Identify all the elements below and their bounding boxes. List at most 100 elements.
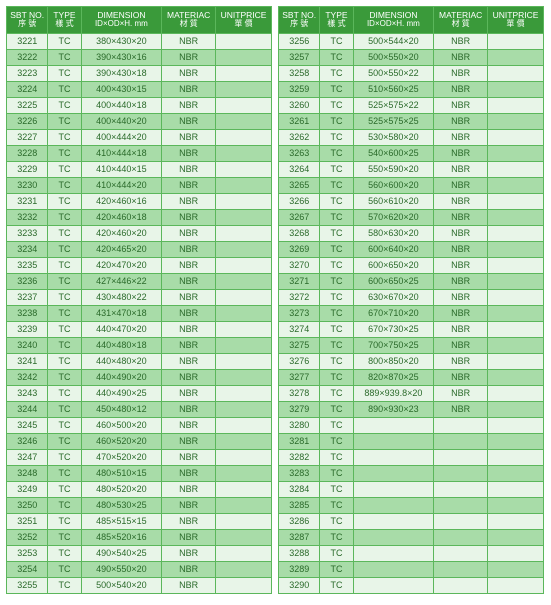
table-row: 3279TC890×930×23NBR <box>279 402 544 418</box>
table-cell: 427×446×22 <box>81 274 162 290</box>
table-cell: 3257 <box>279 50 320 66</box>
table-cell: TC <box>320 162 353 178</box>
table-row: 3247TC470×520×20NBR <box>7 450 272 466</box>
col-header-3: MATERIAC材 質 <box>162 7 216 34</box>
col-header-4: UNITPRICE單 價 <box>488 7 544 34</box>
table-cell: NBR <box>434 82 488 98</box>
table-cell: 700×750×25 <box>353 338 434 354</box>
table-cell: 3261 <box>279 114 320 130</box>
table-cell: TC <box>320 178 353 194</box>
table-cell <box>216 82 272 98</box>
table-cell: 480×510×15 <box>81 466 162 482</box>
table-cell <box>488 50 544 66</box>
table-cell <box>488 322 544 338</box>
right-table-head: SBT NO.序 號TYPE樣 式DIMENSIONID×OD×H. mmMAT… <box>279 7 544 34</box>
table-cell <box>353 562 434 578</box>
table-cell: 600×640×20 <box>353 242 434 258</box>
table-cell: TC <box>48 178 81 194</box>
table-cell: NBR <box>434 370 488 386</box>
table-cell: 3223 <box>7 66 48 82</box>
table-cell: 3285 <box>279 498 320 514</box>
table-row: 3250TC480×530×25NBR <box>7 498 272 514</box>
table-row: 3268TC580×630×20NBR <box>279 226 544 242</box>
table-cell <box>434 482 488 498</box>
table-cell: 3231 <box>7 194 48 210</box>
table-cell: TC <box>48 322 81 338</box>
table-row: 3240TC440×480×18NBR <box>7 338 272 354</box>
table-cell <box>353 514 434 530</box>
table-cell <box>216 210 272 226</box>
table-cell <box>216 354 272 370</box>
table-cell: NBR <box>434 274 488 290</box>
table-cell: 3269 <box>279 242 320 258</box>
table-cell: NBR <box>434 66 488 82</box>
table-row: 3259TC510×560×25NBR <box>279 82 544 98</box>
table-cell: TC <box>48 306 81 322</box>
table-row: 3248TC480×510×15NBR <box>7 466 272 482</box>
table-row: 3265TC560×600×20NBR <box>279 178 544 194</box>
table-cell: NBR <box>434 114 488 130</box>
table-cell: 3268 <box>279 226 320 242</box>
table-cell: NBR <box>434 290 488 306</box>
table-cell: NBR <box>434 162 488 178</box>
table-cell <box>488 386 544 402</box>
table-cell: 3274 <box>279 322 320 338</box>
table-cell <box>488 114 544 130</box>
table-cell <box>216 274 272 290</box>
table-row: 3284TC <box>279 482 544 498</box>
table-cell: 3284 <box>279 482 320 498</box>
col-header-2: DIMENSIONID×OD×H. mm <box>81 7 162 34</box>
table-cell: TC <box>320 226 353 242</box>
table-cell <box>216 226 272 242</box>
table-cell <box>216 98 272 114</box>
table-row: 3245TC460×500×20NBR <box>7 418 272 434</box>
col-header-1: TYPE樣 式 <box>320 7 353 34</box>
table-cell: 3236 <box>7 274 48 290</box>
table-cell: NBR <box>434 354 488 370</box>
col-header-1: TYPE樣 式 <box>48 7 81 34</box>
table-cell: 3251 <box>7 514 48 530</box>
table-cell: 3267 <box>279 210 320 226</box>
table-cell: 580×630×20 <box>353 226 434 242</box>
table-cell: TC <box>48 578 81 594</box>
table-cell: 400×430×15 <box>81 82 162 98</box>
table-cell: TC <box>320 402 353 418</box>
table-cell <box>488 450 544 466</box>
table-cell: 3289 <box>279 562 320 578</box>
table-cell: TC <box>48 50 81 66</box>
table-cell: 3242 <box>7 370 48 386</box>
table-cell: TC <box>48 482 81 498</box>
table-cell: 889×939.8×20 <box>353 386 434 402</box>
table-cell: TC <box>320 434 353 450</box>
table-cell: TC <box>48 546 81 562</box>
table-cell: 480×520×20 <box>81 482 162 498</box>
table-cell <box>216 482 272 498</box>
table-cell: 500×550×20 <box>353 50 434 66</box>
table-cell: 460×500×20 <box>81 418 162 434</box>
table-cell <box>216 194 272 210</box>
table-cell <box>216 514 272 530</box>
table-cell <box>488 194 544 210</box>
table-cell: 420×465×20 <box>81 242 162 258</box>
table-cell: NBR <box>434 258 488 274</box>
table-cell: TC <box>48 338 81 354</box>
table-cell: 3279 <box>279 402 320 418</box>
table-cell: 3222 <box>7 50 48 66</box>
table-cell: 470×520×20 <box>81 450 162 466</box>
table-cell: 400×440×20 <box>81 114 162 130</box>
table-cell: NBR <box>162 162 216 178</box>
table-cell: NBR <box>162 226 216 242</box>
left-table-body: 3221TC380×430×20NBR3222TC390×430×16NBR32… <box>7 34 272 594</box>
table-row: 3258TC500×550×22NBR <box>279 66 544 82</box>
table-cell: 3254 <box>7 562 48 578</box>
table-cell: TC <box>320 258 353 274</box>
table-cell: 3245 <box>7 418 48 434</box>
table-cell: 670×730×25 <box>353 322 434 338</box>
table-cell: NBR <box>434 50 488 66</box>
table-cell: 570×620×20 <box>353 210 434 226</box>
table-row: 3254TC490×550×20NBR <box>7 562 272 578</box>
table-cell: TC <box>48 562 81 578</box>
table-cell <box>216 498 272 514</box>
table-cell: 390×430×18 <box>81 66 162 82</box>
right-table: SBT NO.序 號TYPE樣 式DIMENSIONID×OD×H. mmMAT… <box>278 6 544 594</box>
